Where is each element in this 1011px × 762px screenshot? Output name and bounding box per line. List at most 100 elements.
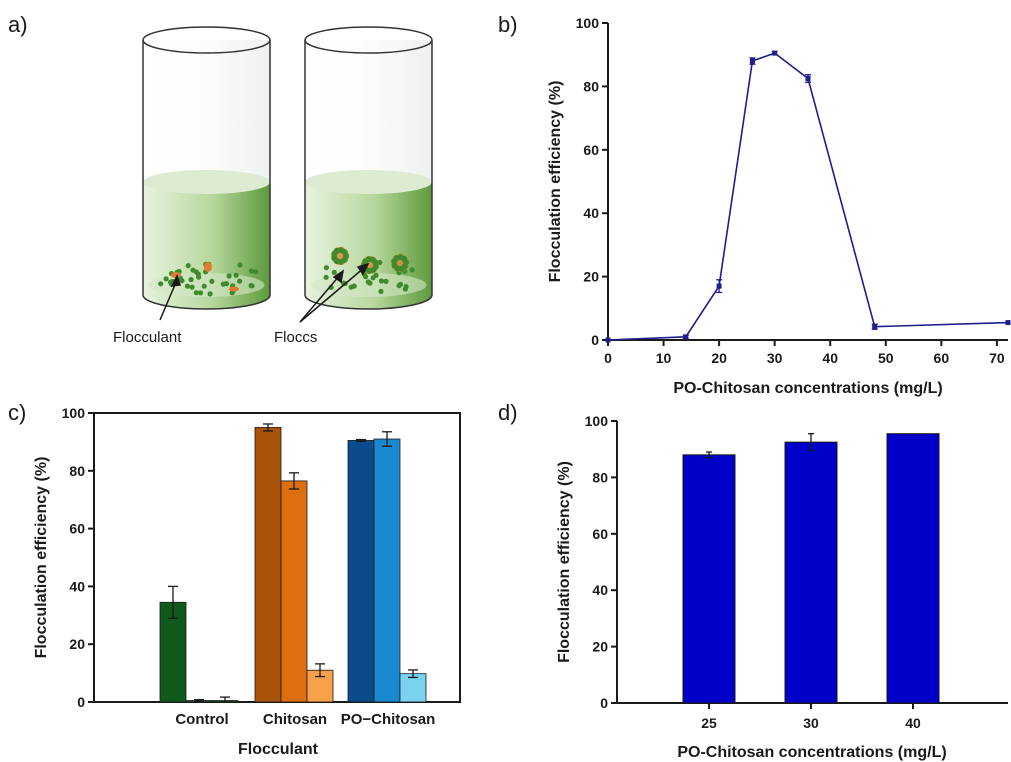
x-tick-label: 0: [604, 350, 612, 366]
floc-cluster: [331, 247, 349, 265]
algae-particle: [373, 272, 379, 278]
data-point: [683, 334, 689, 340]
algae-particle: [237, 278, 243, 284]
x-tick-label: 30: [803, 715, 819, 731]
x-tick-label: 40: [905, 715, 921, 731]
floc-particle: [398, 265, 405, 272]
bar: [784, 441, 838, 704]
x-tick-label: 30: [767, 350, 783, 366]
x-axis-label: PO-Chitosan concentrations (mg/L): [677, 744, 946, 761]
series-line: [607, 52, 1009, 341]
floc-clusters: [331, 247, 409, 274]
y-tick-label: 40: [583, 205, 599, 221]
algae-particle: [363, 274, 369, 280]
panel-a-label: a): [8, 12, 28, 37]
algae-particle: [323, 265, 329, 271]
beaker-right: [304, 26, 433, 310]
floc-particle: [331, 255, 338, 262]
algae-particle: [163, 276, 169, 282]
y-tick-label: 80: [583, 78, 599, 94]
algae-particle: [193, 290, 199, 296]
y-tick-label: 0: [77, 694, 85, 710]
y-tick-label: 60: [69, 521, 85, 537]
algae-particle: [348, 284, 354, 290]
panel-a-illustration: Flocculant Floccs: [113, 26, 433, 346]
y-tick-label: 0: [600, 695, 608, 711]
algae-particle: [409, 267, 415, 273]
floc-cluster: [391, 254, 409, 272]
data-point: [716, 283, 722, 289]
y-tick-label: 20: [583, 269, 599, 285]
algae-particle: [178, 276, 184, 283]
algae-particle: [248, 268, 254, 274]
algae-particle: [196, 274, 202, 280]
y-tick-label: 100: [576, 15, 600, 31]
data-point: [605, 337, 611, 343]
algae-particle: [189, 284, 195, 290]
algae-particle: [201, 283, 207, 289]
y-tick-label: 100: [585, 413, 609, 429]
panel-c-label: c): [8, 400, 26, 425]
algae-particle: [158, 281, 164, 287]
algae-particle: [378, 278, 385, 284]
chart-b-line: 0 20 40 60 80 100 Flocculation efficiency (%) 0…: [547, 15, 1011, 397]
x-tick-label: 20: [711, 350, 727, 366]
flocculant-annotation: Flocculant: [113, 329, 182, 346]
algae-particle: [331, 269, 337, 275]
bar: [373, 438, 401, 703]
bar: [159, 601, 187, 703]
algae-particle: [378, 288, 384, 294]
algae-particle: [209, 278, 215, 284]
panel-d-label: d): [498, 400, 518, 425]
algae-particle: [207, 291, 213, 297]
x-tick-label: 25: [701, 715, 717, 731]
algae-particle: [403, 284, 409, 290]
floc-cluster: [361, 256, 379, 274]
algae-particle: [188, 277, 194, 283]
x-tick-label: 10: [656, 350, 672, 366]
data-point: [772, 50, 778, 56]
floc-particle: [341, 249, 348, 256]
algae-particle: [220, 281, 226, 287]
bar: [682, 454, 736, 704]
annotation-arrows: [159, 262, 370, 323]
data-point: [1005, 320, 1011, 326]
chart-d-bar: 0 20 40 60 80 100 Flocculation efficiency (%) 2…: [556, 413, 1008, 761]
x-axis-label: Flocculant: [238, 741, 319, 758]
y-tick-label: 80: [592, 469, 608, 485]
y-tick-label: 80: [69, 463, 85, 479]
y-axis-label: Flocculation efficiency (%): [547, 81, 564, 283]
x-tick-label: 50: [878, 350, 894, 366]
algae-particle: [383, 278, 389, 284]
algae-particle: [197, 290, 204, 296]
y-tick-label: 20: [592, 639, 608, 655]
y-tick-label: 20: [69, 636, 85, 652]
category-label: Chitosan: [263, 711, 327, 728]
algae-particle: [226, 273, 232, 279]
x-tick-label: 70: [989, 350, 1005, 366]
algae-particle: [253, 269, 259, 275]
algae-particle: [249, 283, 255, 289]
floc-particle: [372, 263, 379, 270]
algae-particle: [185, 263, 191, 269]
bar: [254, 427, 282, 703]
y-tick-label: 40: [69, 578, 85, 594]
bar: [399, 673, 427, 703]
flocculant-particles: [171, 262, 239, 292]
data-point: [872, 324, 878, 330]
panel-b-label: b): [498, 12, 518, 37]
y-tick-label: 60: [592, 526, 608, 542]
algae-particle: [237, 262, 243, 268]
x-axis-label: PO-Chitosan concentrations (mg/L): [673, 380, 942, 397]
bar: [886, 433, 940, 704]
y-tick-label: 0: [591, 332, 599, 348]
category-label: Control: [175, 711, 228, 728]
y-axis-label: Flocculation efficiency (%): [33, 457, 50, 659]
beaker-left: [142, 26, 271, 310]
bar: [280, 480, 308, 703]
x-tick-label: 60: [934, 350, 950, 366]
algae-particle: [184, 283, 190, 289]
y-tick-label: 60: [583, 142, 599, 158]
y-tick-label: 100: [62, 405, 86, 421]
